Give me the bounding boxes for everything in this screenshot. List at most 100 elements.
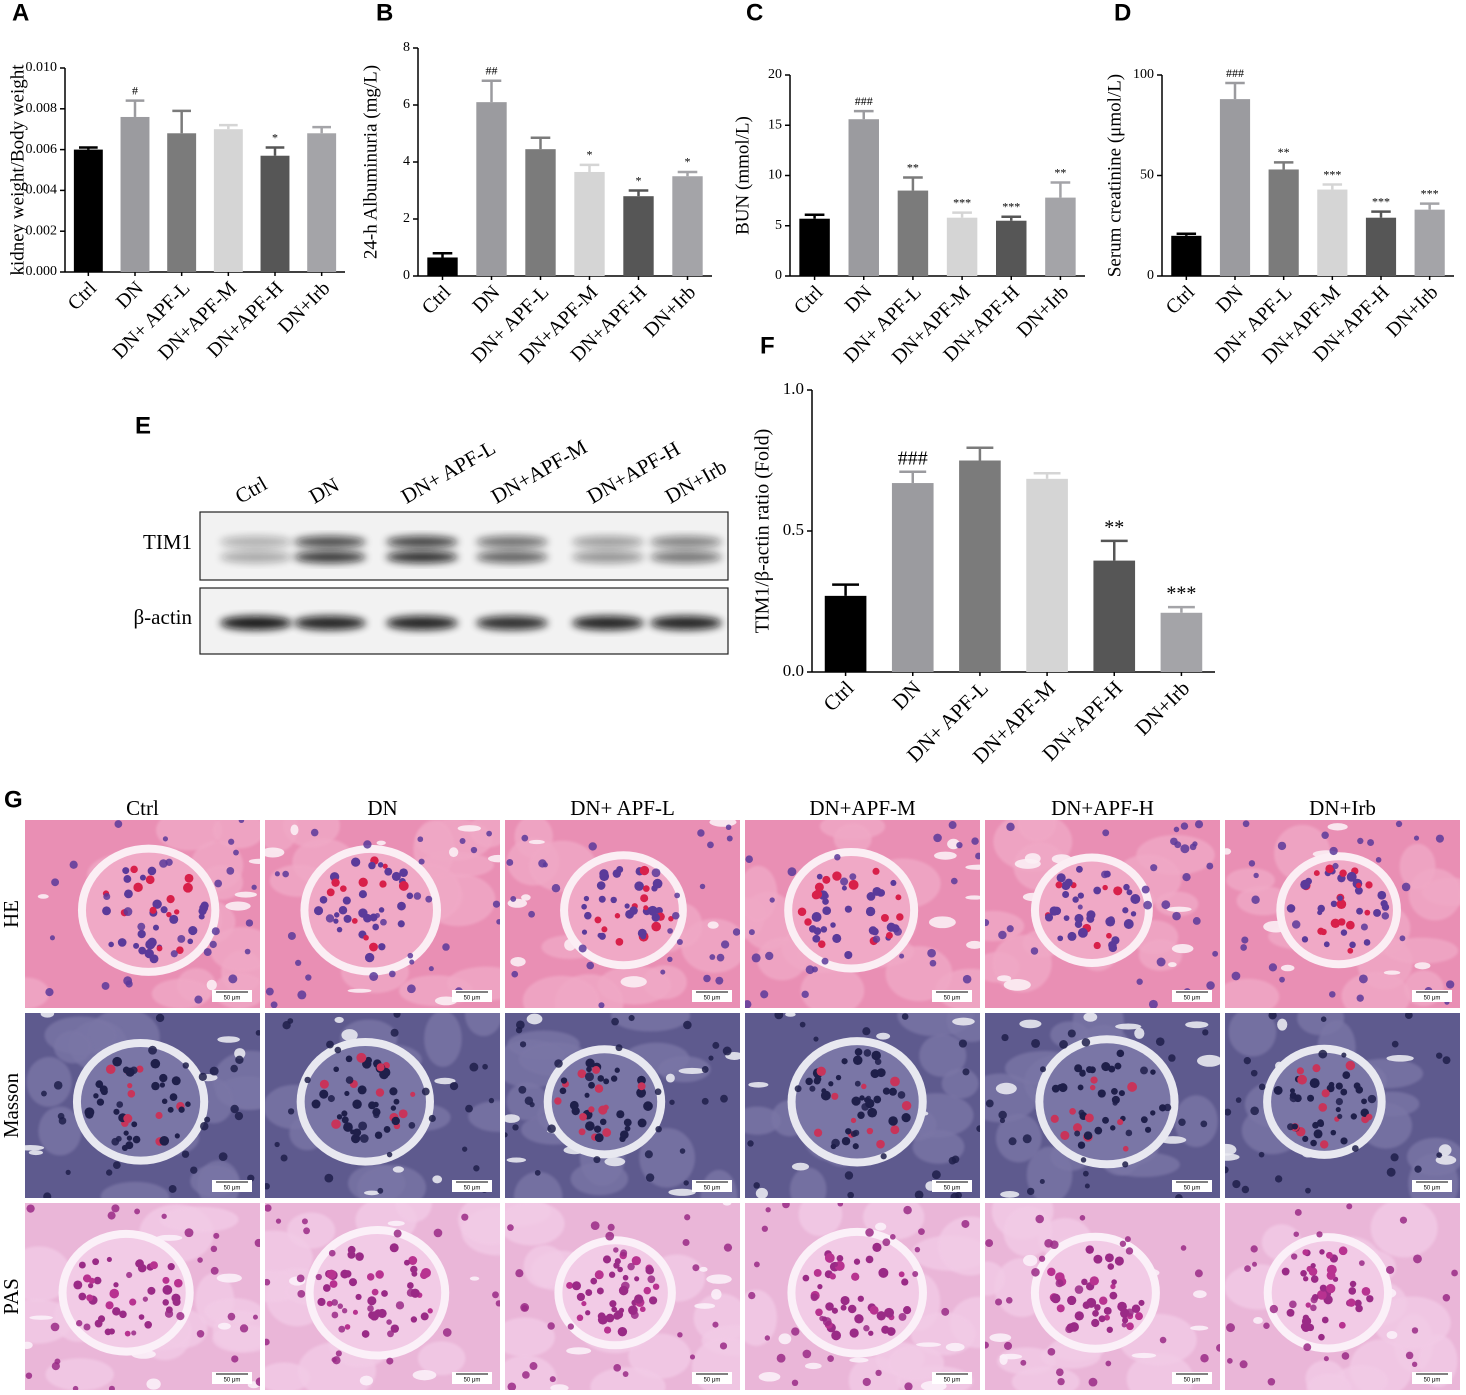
x-tick-label: DN [1212,281,1248,317]
cell [1079,1215,1086,1221]
blot-row-label: β-actin [134,605,193,629]
cell [171,1076,181,1086]
bar [824,595,867,672]
cell [377,862,384,868]
cell [1104,1314,1110,1321]
cell [132,1135,141,1144]
cell [1258,1151,1265,1158]
significance-label: ### [855,94,873,108]
tubule [937,1216,980,1276]
cell [985,1239,994,1248]
lumen [1383,970,1401,975]
cell [1180,844,1190,854]
cell [391,1116,400,1126]
cell [1349,1280,1357,1288]
y-tick-label: 0.006 [26,142,58,157]
scale-bar-box [452,1372,492,1384]
cell [597,1075,605,1082]
cell [1067,1029,1076,1038]
cell [507,1382,517,1390]
cell [369,942,378,952]
lane-label: Ctrl [231,471,271,508]
cell [88,1277,95,1284]
cell [282,870,289,878]
bar [260,155,290,272]
cell [78,1292,87,1301]
cell [585,1072,594,1082]
bar [73,149,103,272]
lumen [505,1114,520,1123]
cell [125,980,133,988]
cell [1056,1304,1065,1313]
cell [428,966,434,972]
cell [559,1087,567,1095]
cell [897,1091,906,1099]
tubule [570,1162,629,1196]
cell [1206,981,1215,990]
cell [639,865,650,876]
cell [722,1046,732,1056]
cell [398,881,409,891]
cell [209,940,217,949]
lumen [434,1077,456,1085]
cell [1342,1071,1351,1080]
cell [1150,1069,1156,1075]
cell [1116,1049,1125,1058]
cell [712,1041,720,1049]
cell [1150,864,1158,872]
cell [138,1314,145,1320]
cell [976,1125,980,1133]
tissue-image: 50 μm [1225,1203,1460,1390]
lumen [29,1315,53,1320]
cell [305,974,312,981]
significance-label: * [685,155,691,169]
cell [569,1100,579,1110]
cell [355,1252,364,1261]
cell [197,1257,203,1263]
lumen [1225,848,1232,855]
cell [65,1169,71,1175]
cell [133,942,140,949]
cell [753,1261,760,1268]
cell [893,927,902,936]
cell [329,1280,338,1288]
cell [1242,820,1250,828]
lumen [364,1190,380,1196]
bar [1365,217,1397,276]
tissue-image: 50 μm [265,1013,500,1198]
row-label: PAS [0,1278,23,1315]
cell [590,1221,600,1231]
cell [853,1055,863,1066]
cell [58,1117,67,1125]
tubule [265,820,298,852]
cell [418,858,425,865]
blot-band [386,551,458,563]
tubule [1017,820,1057,842]
cell [1335,1098,1343,1106]
cell [627,1262,635,1271]
lumen [506,1157,527,1163]
tissue-image: 50 μm [745,820,980,1008]
cell [1089,1084,1096,1091]
cell [251,884,257,890]
cell [1077,904,1083,910]
cell [41,1090,47,1097]
lumen [1131,1352,1157,1359]
lumen [965,864,980,870]
x-tick-label: Ctrl [64,277,102,315]
lumen [1438,1144,1452,1156]
cell [622,1274,629,1281]
cell [637,1082,646,1091]
bar [946,217,978,276]
cell [218,1152,228,1162]
cell [492,1291,499,1299]
cell [333,918,339,924]
cell [791,1327,800,1336]
cell [584,911,592,920]
cell [652,1283,660,1290]
cell [834,854,841,861]
cell [1310,1304,1317,1312]
cell [1093,1254,1103,1264]
cell [961,1219,970,1228]
cell [615,937,624,946]
